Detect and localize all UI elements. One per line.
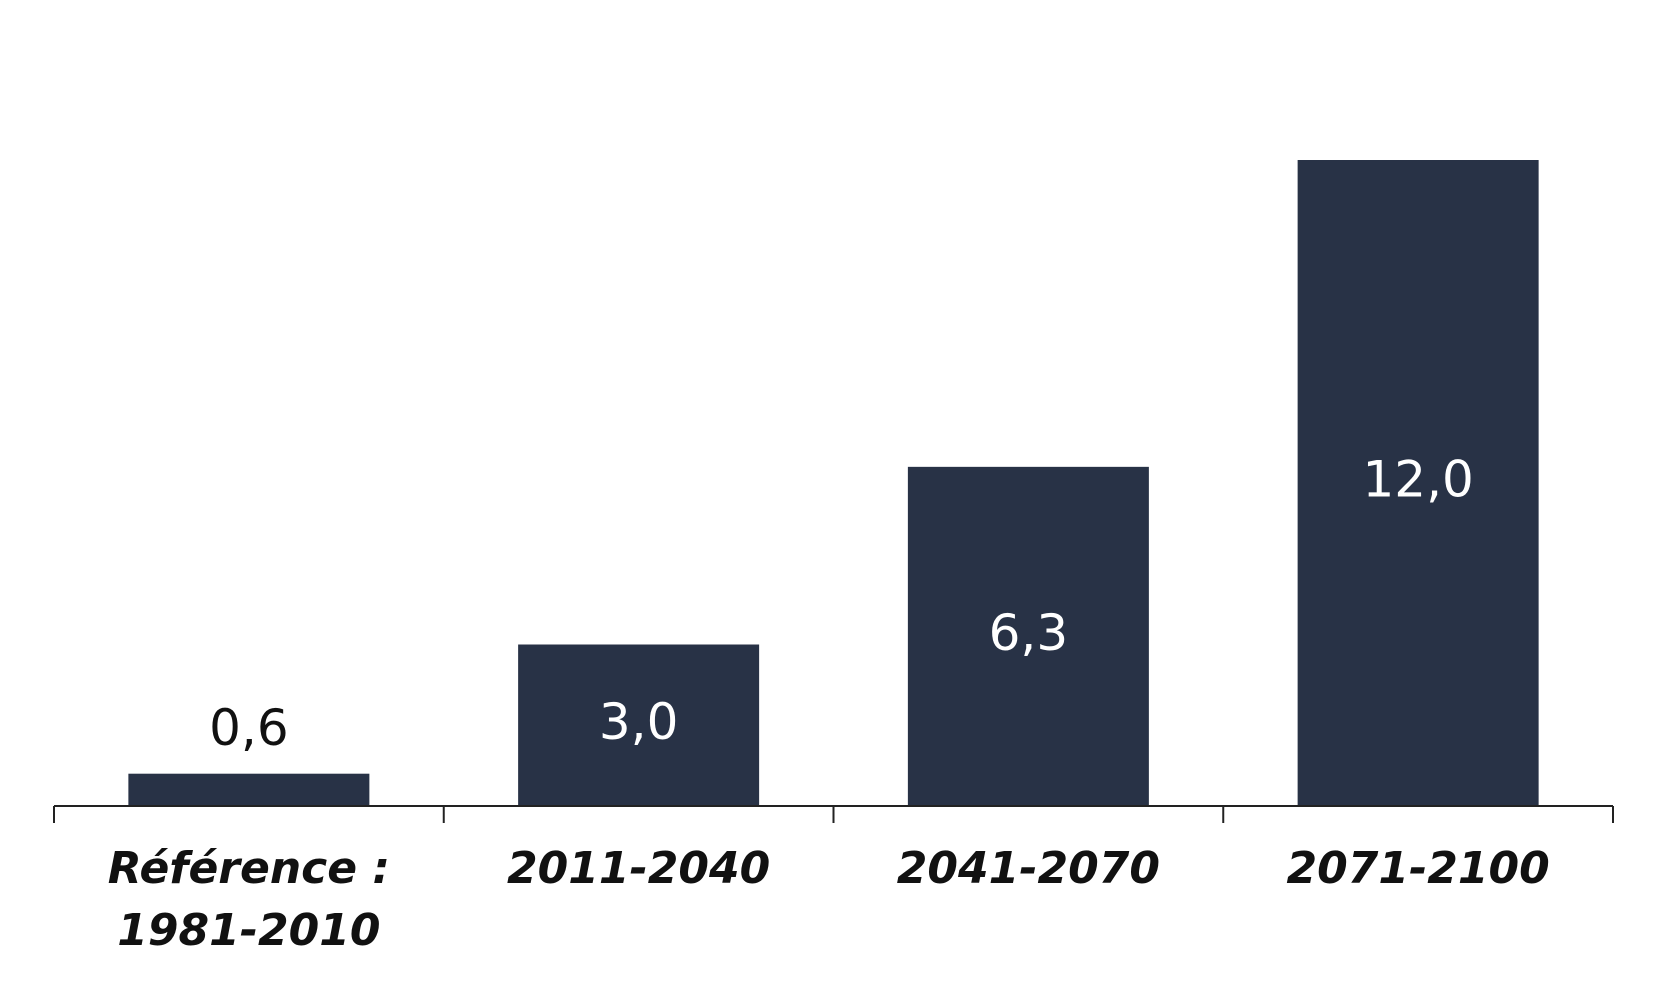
x-tick-label: 2011-2040 xyxy=(507,843,771,894)
x-tick-label: 2041-2070 xyxy=(896,843,1160,894)
bar xyxy=(128,773,370,806)
value-label: 6,3 xyxy=(989,604,1069,662)
x-tick-label: 2071-2100 xyxy=(1286,843,1550,894)
bar xyxy=(518,644,760,806)
value-label: 3,0 xyxy=(599,693,679,751)
bar xyxy=(1297,160,1539,806)
x-tick-label: Référence : 1981-2010 xyxy=(107,843,390,956)
value-label: 0,6 xyxy=(209,699,289,757)
bar xyxy=(907,466,1149,806)
value-label: 12,0 xyxy=(1362,451,1473,509)
